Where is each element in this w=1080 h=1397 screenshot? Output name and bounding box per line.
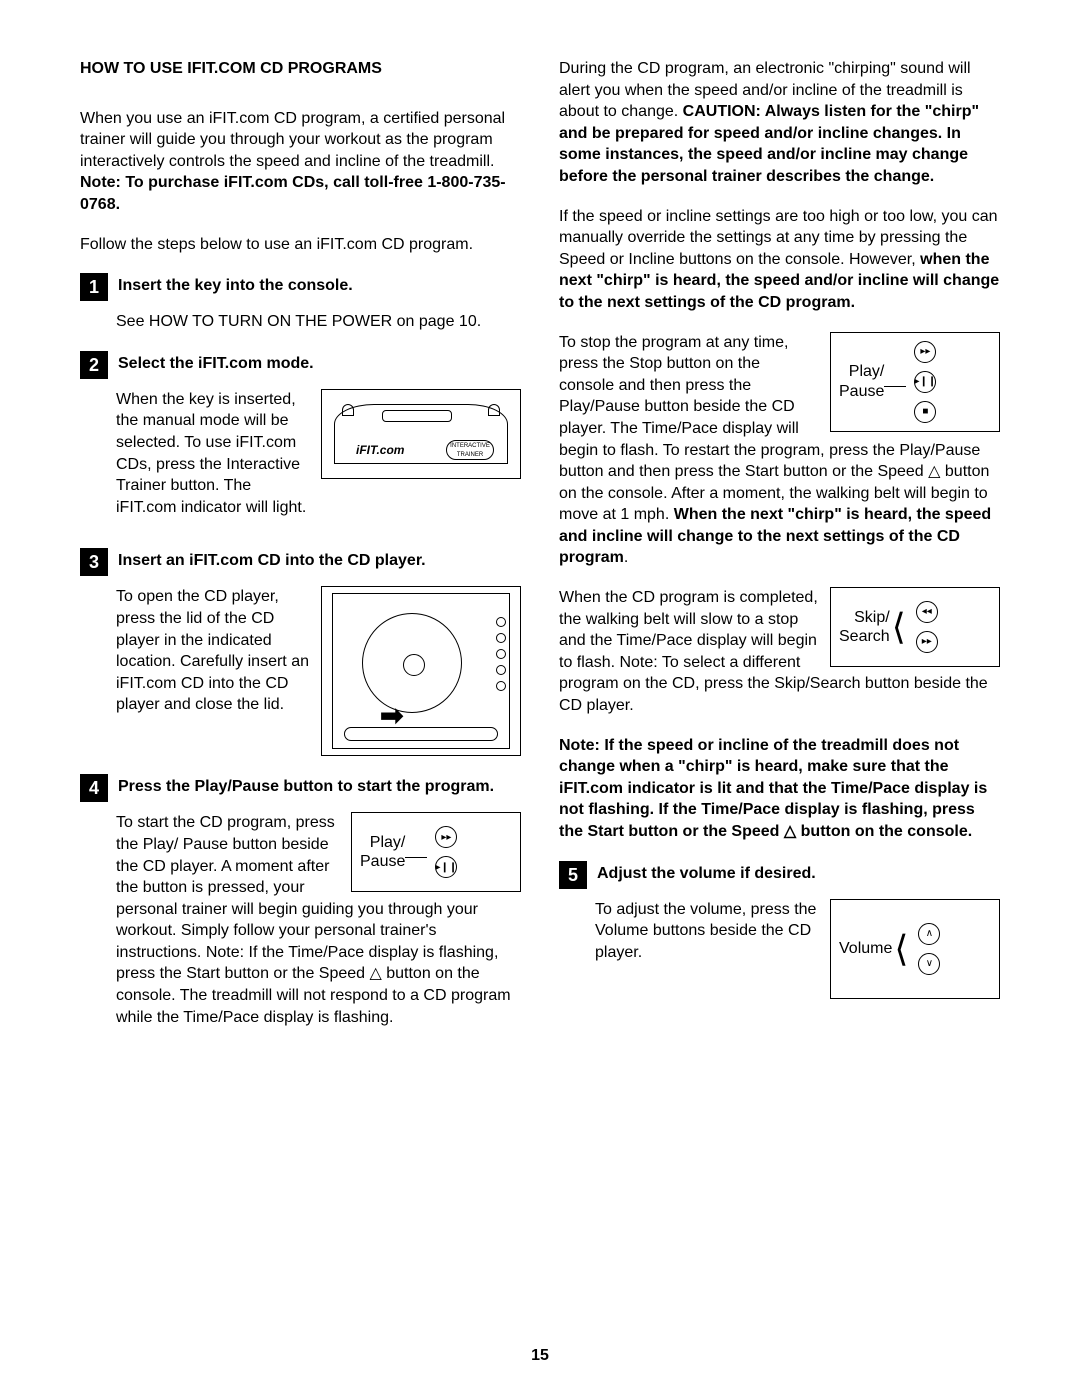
intro-1b: Note: To purchase iFIT.com CDs, call tol… [80, 174, 506, 213]
step-4-title: Press the Play/Pause button to start the… [114, 774, 521, 798]
step-2: 2 Select the iFIT.com mode. iFIT.com INT… [80, 351, 521, 537]
cd-player-figure: ➡ [321, 586, 521, 756]
play-label: Play/ [370, 834, 406, 851]
intro-paragraph-2: Follow the steps below to use an iFIT.co… [80, 234, 521, 256]
next-track-icon: ▸▸ [435, 826, 457, 848]
play-pause-icon: ▸❙❙ [914, 371, 936, 393]
right-p2: If the speed or incline settings are too… [559, 206, 1000, 314]
skip-label: Skip/ [854, 609, 890, 626]
bracket-icon: ⟨ [890, 616, 908, 638]
right-p3-block: Play/ Pause ▸▸ ▸❙❙ ■ To stop the program… [559, 332, 1000, 588]
section-title: HOW TO USE IFIT.COM CD PROGRAMS [80, 58, 521, 80]
prev-track-icon: ◂◂ [916, 601, 938, 623]
next-track-icon: ▸▸ [914, 341, 936, 363]
right-p1: During the CD program, an electronic "ch… [559, 58, 1000, 188]
volume-label: Volume [839, 940, 892, 957]
search-label: Search [839, 628, 890, 645]
step-1-body: See HOW TO TURN ON THE POWER on page 10. [116, 311, 521, 333]
right-p4-block: Skip/ Search ⟨ ◂◂ ▸▸ When the CD program… [559, 587, 1000, 735]
step-4: 4 Press the Play/Pause button to start t… [80, 774, 521, 1046]
step-3: 3 Insert an iFIT.com CD into the CD play… [80, 548, 521, 762]
step-number-badge: 5 [559, 861, 587, 889]
step-number-badge: 3 [80, 548, 108, 576]
page-number: 15 [0, 1345, 1080, 1367]
bracket-icon: ⟨ [892, 938, 910, 960]
step-number-badge: 4 [80, 774, 108, 802]
step-5-title: Adjust the volume if desired. [593, 861, 1000, 885]
right-column: During the CD program, an electronic "ch… [559, 58, 1000, 1046]
stop-icon: ■ [914, 401, 936, 423]
play-pause-stop-figure: Play/ Pause ▸▸ ▸❙❙ ■ [830, 332, 1000, 432]
step-1: 1 Insert the key into the console. See H… [80, 273, 521, 333]
step-number-badge: 1 [80, 273, 108, 301]
right-p5b: Note: If the speed or incline of the tre… [559, 737, 987, 840]
ifit-logo: iFIT.com [356, 442, 404, 458]
step-3-title: Insert an iFIT.com CD into the CD player… [114, 548, 521, 572]
console-figure: iFIT.com INTERACTIVE TRAINER [321, 389, 521, 479]
skip-search-figure: Skip/ Search ⟨ ◂◂ ▸▸ [830, 587, 1000, 667]
pause-label: Pause [360, 853, 405, 870]
step-1-title: Insert the key into the console. [114, 273, 521, 297]
step-2-title: Select the iFIT.com mode. [114, 351, 521, 375]
pause-label: Pause [839, 383, 884, 400]
play-pause-figure: Play/ Pause ▸▸ ▸❙❙ [351, 812, 521, 892]
volume-up-icon: ∧ [918, 923, 940, 945]
page-columns: HOW TO USE IFIT.COM CD PROGRAMS When you… [80, 58, 1000, 1046]
volume-figure: Volume ⟨ ∧ ∨ [830, 899, 1000, 999]
step-5: 5 Adjust the volume if desired. Volume ⟨… [559, 861, 1000, 1005]
right-p3c: . [624, 549, 628, 566]
left-column: HOW TO USE IFIT.COM CD PROGRAMS When you… [80, 58, 521, 1046]
intro-paragraph-1: When you use an iFIT.com CD program, a c… [80, 108, 521, 216]
step-number-badge: 2 [80, 351, 108, 379]
right-p5: Note: If the speed or incline of the tre… [559, 735, 1000, 843]
play-pause-icon: ▸❙❙ [435, 856, 457, 878]
play-label: Play/ [849, 363, 885, 380]
next-track-icon: ▸▸ [916, 631, 938, 653]
intro-1a: When you use an iFIT.com CD program, a c… [80, 110, 505, 170]
volume-down-icon: ∨ [918, 953, 940, 975]
interactive-trainer-button: INTERACTIVE TRAINER [446, 440, 494, 460]
